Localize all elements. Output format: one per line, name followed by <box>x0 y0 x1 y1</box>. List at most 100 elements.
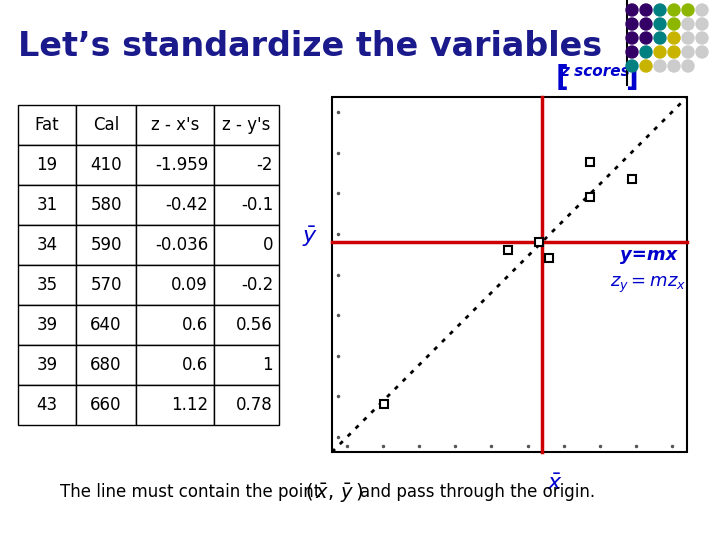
Circle shape <box>654 60 666 72</box>
Text: 410: 410 <box>90 156 122 174</box>
Text: 19: 19 <box>37 156 58 174</box>
Circle shape <box>668 4 680 16</box>
Circle shape <box>696 18 708 30</box>
Bar <box>76 145 136 185</box>
Text: 0.6: 0.6 <box>181 356 208 374</box>
Text: The line must contain the point: The line must contain the point <box>60 483 320 501</box>
Bar <box>18 145 76 185</box>
Circle shape <box>682 32 694 44</box>
Circle shape <box>668 60 680 72</box>
Bar <box>76 185 136 225</box>
Text: z scores: z scores <box>560 64 630 79</box>
Text: [: [ <box>556 64 569 92</box>
Bar <box>136 105 214 145</box>
Text: -0.036: -0.036 <box>155 236 208 254</box>
Text: -0.2: -0.2 <box>240 276 273 294</box>
Text: 640: 640 <box>90 316 122 334</box>
Text: 39: 39 <box>37 356 58 374</box>
Bar <box>18 105 76 145</box>
Text: -1.959: -1.959 <box>155 156 208 174</box>
Circle shape <box>654 4 666 16</box>
Circle shape <box>654 18 666 30</box>
Bar <box>214 145 279 185</box>
Bar <box>18 185 76 225</box>
Bar <box>136 385 214 425</box>
Circle shape <box>696 46 708 58</box>
Circle shape <box>654 46 666 58</box>
Text: -0.42: -0.42 <box>166 196 208 214</box>
Text: 39: 39 <box>37 316 58 334</box>
Text: Fat: Fat <box>35 116 59 134</box>
Text: z - x's: z - x's <box>150 116 199 134</box>
Text: 34: 34 <box>37 236 58 254</box>
Text: ]: ] <box>625 64 638 92</box>
Text: 660: 660 <box>90 396 122 414</box>
Text: Cal: Cal <box>93 116 119 134</box>
Circle shape <box>668 32 680 44</box>
Circle shape <box>668 18 680 30</box>
Text: 0.56: 0.56 <box>236 316 273 334</box>
Bar <box>214 185 279 225</box>
Circle shape <box>696 4 708 16</box>
Text: 0.09: 0.09 <box>171 276 208 294</box>
Text: Let’s standardize the variables: Let’s standardize the variables <box>18 30 602 63</box>
Circle shape <box>682 4 694 16</box>
Circle shape <box>640 46 652 58</box>
Bar <box>18 345 76 385</box>
Bar <box>76 105 136 145</box>
Bar <box>214 345 279 385</box>
Bar <box>18 225 76 265</box>
Bar <box>18 385 76 425</box>
Circle shape <box>640 32 652 44</box>
Circle shape <box>626 46 638 58</box>
Bar <box>214 265 279 305</box>
Text: 0.6: 0.6 <box>181 316 208 334</box>
Text: 1: 1 <box>262 356 273 374</box>
Bar <box>76 265 136 305</box>
Bar <box>76 385 136 425</box>
Bar <box>136 305 214 345</box>
Bar <box>76 305 136 345</box>
Text: $\bar{x}$: $\bar{x}$ <box>546 474 563 494</box>
Text: 680: 680 <box>90 356 122 374</box>
Text: 570: 570 <box>90 276 122 294</box>
Circle shape <box>682 46 694 58</box>
Bar <box>136 345 214 385</box>
Bar <box>214 385 279 425</box>
Text: 0: 0 <box>263 236 273 254</box>
Bar <box>18 305 76 345</box>
Text: 590: 590 <box>90 236 122 254</box>
Text: z - y's: z - y's <box>222 116 271 134</box>
Circle shape <box>626 18 638 30</box>
Text: $\bar{y}$: $\bar{y}$ <box>302 225 318 249</box>
Bar <box>214 105 279 145</box>
Circle shape <box>654 32 666 44</box>
Circle shape <box>640 60 652 72</box>
Text: 580: 580 <box>90 196 122 214</box>
Circle shape <box>640 18 652 30</box>
Bar <box>76 345 136 385</box>
Text: and pass through the origin.: and pass through the origin. <box>360 483 595 501</box>
Bar <box>18 265 76 305</box>
Text: -2: -2 <box>256 156 273 174</box>
Circle shape <box>626 60 638 72</box>
Bar <box>76 225 136 265</box>
Text: $z_y=mz_x$: $z_y=mz_x$ <box>610 275 686 295</box>
Bar <box>214 225 279 265</box>
Text: 31: 31 <box>37 196 58 214</box>
Circle shape <box>682 18 694 30</box>
Text: 1.12: 1.12 <box>171 396 208 414</box>
Circle shape <box>696 32 708 44</box>
Text: 0.78: 0.78 <box>236 396 273 414</box>
Bar <box>136 265 214 305</box>
Text: 35: 35 <box>37 276 58 294</box>
Circle shape <box>626 32 638 44</box>
Text: $\left(\,\bar{x},\,\bar{y}\,\right)$: $\left(\,\bar{x},\,\bar{y}\,\right)$ <box>305 481 363 503</box>
Circle shape <box>668 46 680 58</box>
Bar <box>136 145 214 185</box>
Circle shape <box>626 4 638 16</box>
Bar <box>136 185 214 225</box>
Circle shape <box>640 4 652 16</box>
Text: 43: 43 <box>37 396 58 414</box>
Text: -0.1: -0.1 <box>240 196 273 214</box>
